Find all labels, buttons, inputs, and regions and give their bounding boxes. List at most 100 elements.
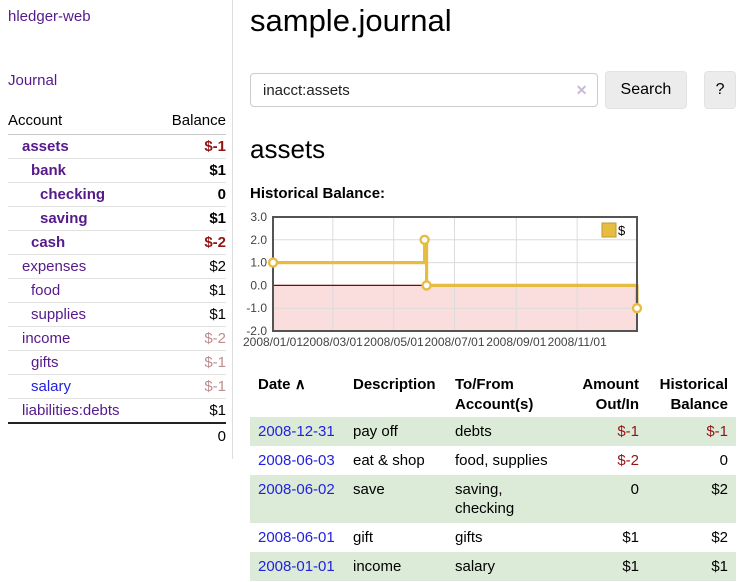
account-row: saving $1	[8, 206, 226, 231]
account-balance: $-2	[204, 330, 226, 347]
register-header-amount: Amount Out/In	[582, 376, 639, 413]
search-input-wrap: ✕	[250, 73, 598, 107]
register-balance: $-1	[706, 423, 728, 440]
account-title: assets	[250, 134, 326, 164]
account-link-expenses[interactable]: expenses	[22, 258, 87, 275]
account-link-liabilities-debts[interactable]: liabilities:debts	[22, 402, 120, 419]
svg-text:2008/03/01: 2008/03/01	[303, 335, 363, 349]
register-date-link[interactable]: 2008-01-01	[258, 558, 335, 575]
register-amount: 0	[630, 481, 639, 498]
account-link-saving[interactable]: saving	[40, 210, 88, 227]
register-accounts: salary	[455, 558, 496, 575]
account-row: checking 0	[8, 182, 226, 207]
svg-text:2008/09/01: 2008/09/01	[486, 335, 546, 349]
register-amount: $-2	[617, 452, 639, 469]
register-accounts: gifts	[455, 529, 483, 546]
svg-text:2008/05/01: 2008/05/01	[364, 335, 424, 349]
account-link-assets[interactable]: assets	[22, 138, 69, 155]
register-date-link[interactable]: 2008-12-31	[258, 423, 335, 440]
account-link-supplies[interactable]: supplies	[31, 306, 87, 323]
register-date-link[interactable]: 2008-06-03	[258, 452, 335, 469]
svg-text:$: $	[618, 223, 626, 238]
account-balance: $1	[209, 306, 226, 323]
register-balance: $2	[711, 529, 728, 546]
register-row: 2008-06-02 save saving, checking 0 $2	[250, 475, 736, 523]
register-header-date-label: Date	[258, 376, 291, 393]
sidebar: hledger-web Journal Account Balance asse…	[0, 0, 233, 459]
account-balance: $1	[209, 162, 226, 179]
accounts-header-balance: Balance	[154, 110, 226, 135]
register-description: pay off	[353, 423, 398, 440]
sidebar-accounts-table: Account Balance assets $-1 bank $1 checking 0…	[8, 110, 226, 449]
help-button[interactable]: ?	[704, 71, 736, 109]
main-content: sample.journal ✕ Search ? assets Histori…	[243, 0, 736, 581]
svg-text:2008/07/01: 2008/07/01	[424, 335, 484, 349]
svg-text:3.0: 3.0	[250, 210, 267, 224]
account-balance: $1	[209, 282, 226, 299]
account-link-gifts[interactable]: gifts	[31, 354, 59, 371]
register-description: eat & shop	[353, 452, 425, 469]
register-row: 2008-12-31 pay off debts $-1 $-1	[250, 417, 736, 446]
register-row: 2008-06-01 gift gifts $1 $2	[250, 523, 736, 552]
account-row: gifts $-1	[8, 350, 226, 375]
register-balance: $1	[711, 558, 728, 575]
account-balance: $1	[209, 210, 226, 227]
svg-text:2008/01/01: 2008/01/01	[243, 335, 303, 349]
register-table: Date ∧ Description To/From Account(s) Am…	[250, 373, 736, 581]
chart-label: Historical Balance:	[250, 185, 386, 202]
account-row: assets $-1	[8, 134, 226, 159]
register-accounts: saving, checking	[455, 481, 515, 517]
account-link-income[interactable]: income	[22, 330, 71, 347]
register-accounts: food, supplies	[455, 452, 548, 469]
account-balance: $1	[209, 402, 226, 419]
account-link-food[interactable]: food	[31, 282, 61, 299]
svg-text:0.0: 0.0	[250, 278, 267, 292]
page-title: sample.journal	[250, 3, 452, 38]
svg-text:2.0: 2.0	[250, 233, 267, 247]
account-balance: 0	[217, 186, 226, 203]
accounts-total-row: 0	[8, 422, 226, 449]
search-input[interactable]	[250, 73, 598, 107]
clear-search-icon[interactable]: ✕	[575, 82, 588, 98]
accounts-header-row: Account Balance	[8, 110, 226, 135]
register-row: 2008-01-01 income salary $1 $1	[250, 552, 736, 581]
account-balance: $2	[209, 258, 226, 275]
svg-text:1.0: 1.0	[250, 256, 267, 270]
register-balance: $2	[711, 481, 728, 498]
account-balance: $-1	[204, 138, 226, 155]
historical-balance-chart: $3.0 2.0 1.0 0.0 -1.0 -2.0 2008/01/01 2008/03/0…	[243, 210, 643, 349]
account-link-salary[interactable]: salary	[31, 378, 72, 395]
account-balance: $-1	[204, 378, 226, 395]
svg-text:2008/11/01: 2008/11/01	[548, 335, 607, 349]
app-title-link[interactable]: hledger-web	[8, 8, 91, 25]
register-header-accounts: To/From Account(s)	[455, 376, 534, 413]
svg-text:-1.0: -1.0	[246, 301, 267, 315]
account-row: cash $-2	[8, 230, 226, 255]
register-description: income	[353, 558, 402, 575]
register-date-link[interactable]: 2008-06-02	[258, 481, 335, 498]
register-date-link[interactable]: 2008-06-01	[258, 529, 335, 546]
accounts-total-spacer	[8, 422, 155, 449]
account-row: liabilities:debts $1	[8, 398, 226, 424]
svg-text:-2.0: -2.0	[246, 324, 267, 338]
account-row: salary $-1	[8, 374, 226, 399]
register-amount: $-1	[617, 423, 639, 440]
sidebar-item-journal[interactable]: Journal	[8, 72, 58, 89]
search-button[interactable]: Search	[604, 71, 688, 109]
sort-ascending-icon: ∧	[294, 376, 306, 393]
register-header-balance: Historical Balance	[659, 376, 728, 413]
register-description: gift	[353, 529, 374, 546]
account-link-bank[interactable]: bank	[31, 162, 67, 179]
register-accounts: debts	[455, 423, 492, 440]
register-description: save	[353, 481, 385, 498]
account-row: income $-2	[8, 326, 226, 351]
account-row: expenses $2	[8, 254, 226, 279]
register-header-date[interactable]: Date ∧	[250, 373, 345, 417]
account-balance: $-1	[204, 354, 226, 371]
account-link-checking[interactable]: checking	[40, 186, 106, 203]
accounts-total-balance: 0	[154, 422, 226, 449]
account-link-cash[interactable]: cash	[31, 234, 66, 251]
search-form: ✕ Search ?	[250, 71, 736, 109]
register-amount: $1	[622, 529, 639, 546]
